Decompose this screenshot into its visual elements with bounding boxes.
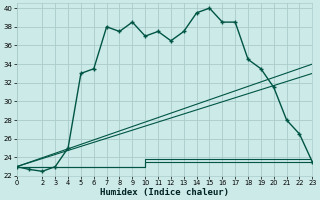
X-axis label: Humidex (Indice chaleur): Humidex (Indice chaleur) — [100, 188, 229, 197]
